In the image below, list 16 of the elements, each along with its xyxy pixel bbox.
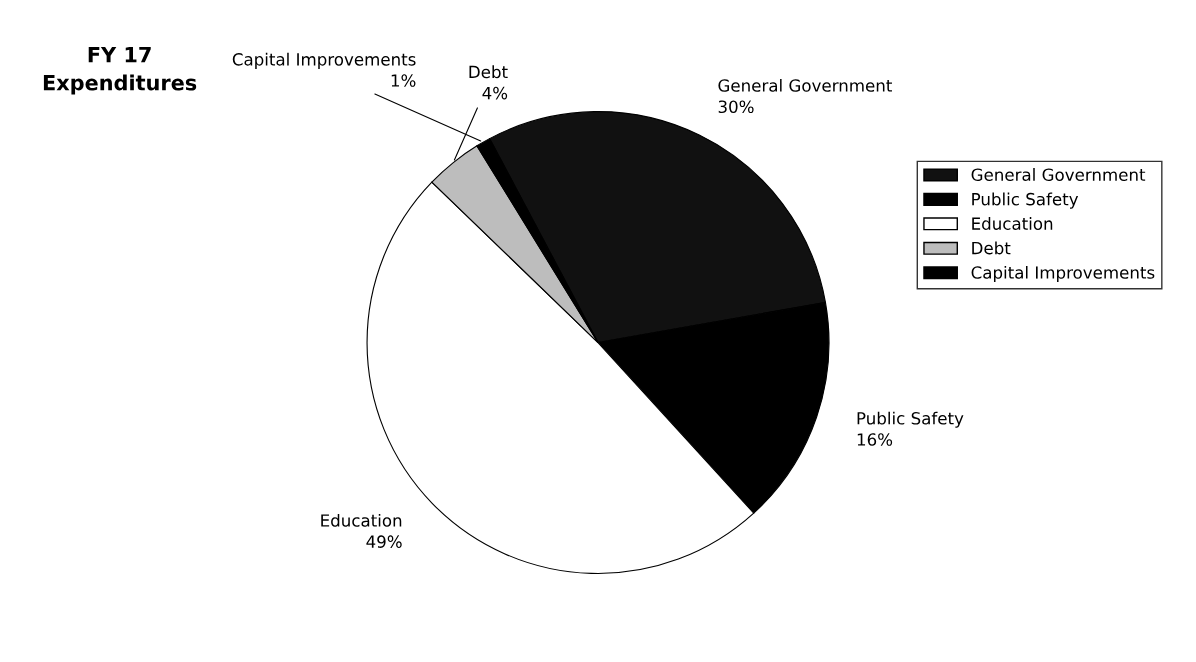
legend-label: General Government [971,168,1146,181]
slice-label: Education [321,513,402,527]
data-label: 16% [857,433,893,446]
data-label: 4% [482,86,508,100]
slice-label: General Government [718,78,892,92]
data-label: 1% [391,74,416,87]
legend-label: Capital Improvements [971,265,1155,283]
chart-title: FY 17 Expenditures [43,46,197,95]
slice-label: Debt [469,65,508,79]
legend-label: Debt [972,241,1011,255]
legend-label: Public Safety [972,192,1079,209]
data-label: 30% [718,100,754,114]
legend-label: Education [972,217,1053,230]
slice-label: Capital Improvements [232,52,416,69]
data-label: 49% [366,535,402,548]
slice-label: Public Safety [857,411,964,428]
